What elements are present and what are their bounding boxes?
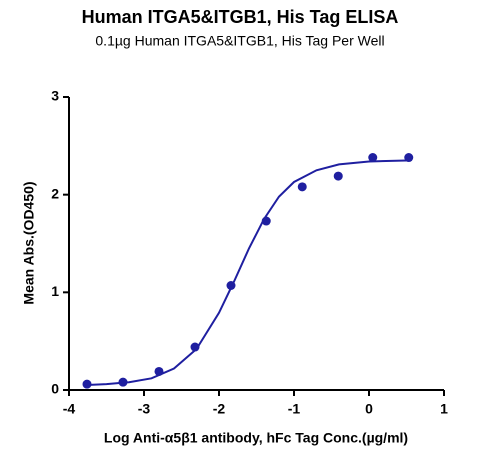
fit-curve (83, 159, 407, 387)
data-point (154, 366, 164, 376)
data-point (226, 280, 236, 290)
data-point (118, 377, 128, 387)
y-tick-label: 0 (51, 381, 59, 397)
x-tick-label: -1 (288, 401, 301, 417)
data-point (190, 342, 200, 352)
x-tick-label: -2 (213, 401, 226, 417)
chart-subtitle: 0.1µg Human ITGA5&ITGB1, His Tag Per Wel… (95, 33, 384, 49)
data-point (333, 171, 343, 181)
data-point (261, 216, 271, 226)
x-tick-label: -4 (63, 401, 76, 417)
data-point (297, 182, 307, 192)
x-tick-label: -3 (138, 401, 151, 417)
data-point (82, 379, 92, 389)
y-axis-label: Mean Abs.(OD450) (21, 181, 37, 304)
y-tick-label: 1 (51, 283, 59, 299)
x-axis-label: Log Anti-α5β1 antibody, hFc Tag Conc.(µg… (104, 430, 408, 446)
data-point (368, 153, 378, 163)
chart-title: Human ITGA5&ITGB1, His Tag ELISA (82, 7, 399, 27)
x-tick-label: 1 (440, 401, 448, 417)
y-tick-label: 2 (51, 185, 59, 201)
data-point (404, 153, 414, 163)
y-tick-label: 3 (51, 88, 59, 104)
x-tick-label: 0 (365, 401, 373, 417)
